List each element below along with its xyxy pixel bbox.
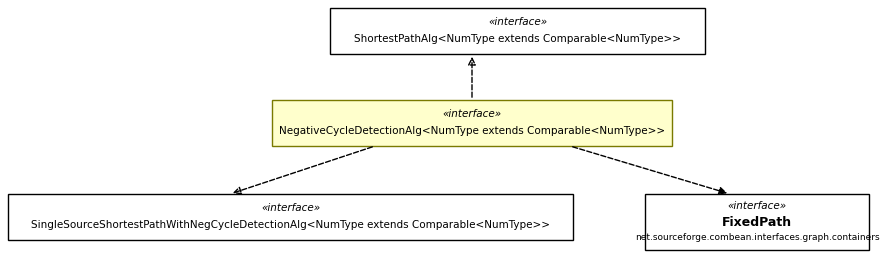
Text: «interface»: «interface» — [261, 203, 320, 213]
Text: «interface»: «interface» — [728, 201, 787, 211]
Text: net.sourceforge.combean.interfaces.graph.containers: net.sourceforge.combean.interfaces.graph… — [634, 233, 879, 242]
Text: ShortestPathAlg<NumType extends Comparable<NumType>>: ShortestPathAlg<NumType extends Comparab… — [354, 34, 681, 44]
Bar — [330, 8, 705, 54]
Bar — [272, 100, 672, 146]
Text: FixedPath: FixedPath — [722, 215, 792, 229]
Text: «interface»: «interface» — [443, 109, 502, 119]
Bar — [645, 194, 869, 250]
Bar — [8, 194, 573, 240]
Text: NegativeCycleDetectionAlg<NumType extends Comparable<NumType>>: NegativeCycleDetectionAlg<NumType extend… — [279, 126, 665, 136]
Text: «interface»: «interface» — [488, 17, 547, 27]
Text: SingleSourceShortestPathWithNegCycleDetectionAlg<NumType extends Comparable<NumT: SingleSourceShortestPathWithNegCycleDete… — [31, 220, 550, 230]
